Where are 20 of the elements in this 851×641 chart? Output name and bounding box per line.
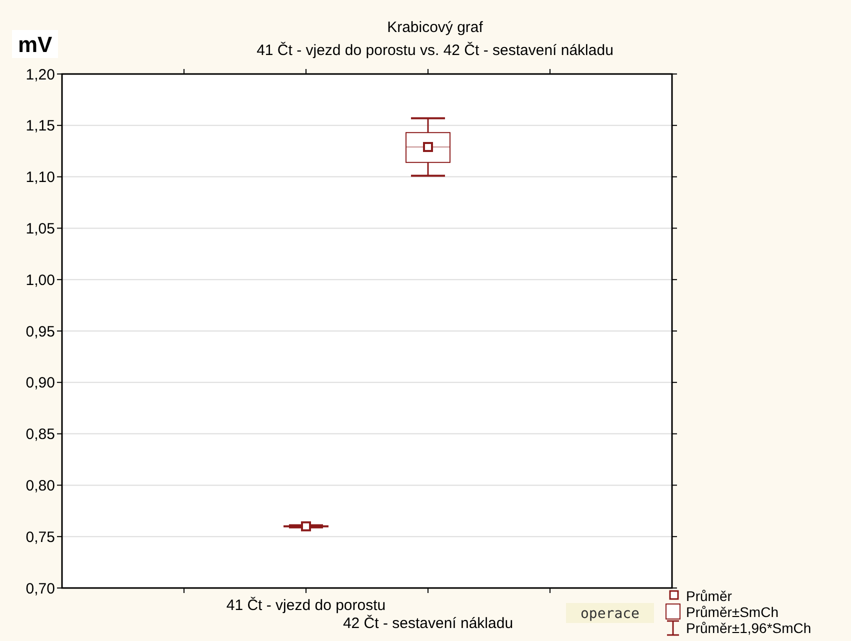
x-tick-label: 42 Čt - sestavení nákladu — [342, 614, 514, 632]
chart-title: Krabicový graf — [387, 19, 484, 36]
text: Průměr — [686, 588, 732, 604]
x-tick-label: 41 Čt - vjezd do porostu — [226, 596, 386, 614]
y-tick-label: 0,70 — [26, 580, 55, 598]
y-tick-label: 1,00 — [26, 272, 55, 289]
y-tick-label: 0,75 — [26, 528, 55, 546]
y-tick-label: 1,10 — [26, 169, 55, 186]
y-tick-label: 0,95 — [26, 323, 55, 340]
y-tick-label: 1,15 — [26, 118, 55, 135]
legend-title: operace — [580, 606, 640, 622]
y-tick-label: 0,80 — [26, 477, 55, 494]
y-tick-label: 1,20 — [26, 66, 55, 84]
chart-subtitle: 41 Čt - vjezd do porostu vs. 42 Čt - sestavení nákladu — [256, 41, 614, 59]
y-axis-title: mV — [18, 32, 53, 57]
text: Průměr±SmCh — [686, 604, 778, 620]
y-tick-label: 1,05 — [26, 220, 55, 238]
y-tick-label: 0,85 — [26, 426, 55, 444]
y-tick-label: 0,90 — [26, 374, 55, 392]
text: Průměr±1,96*SmCh — [686, 620, 812, 636]
